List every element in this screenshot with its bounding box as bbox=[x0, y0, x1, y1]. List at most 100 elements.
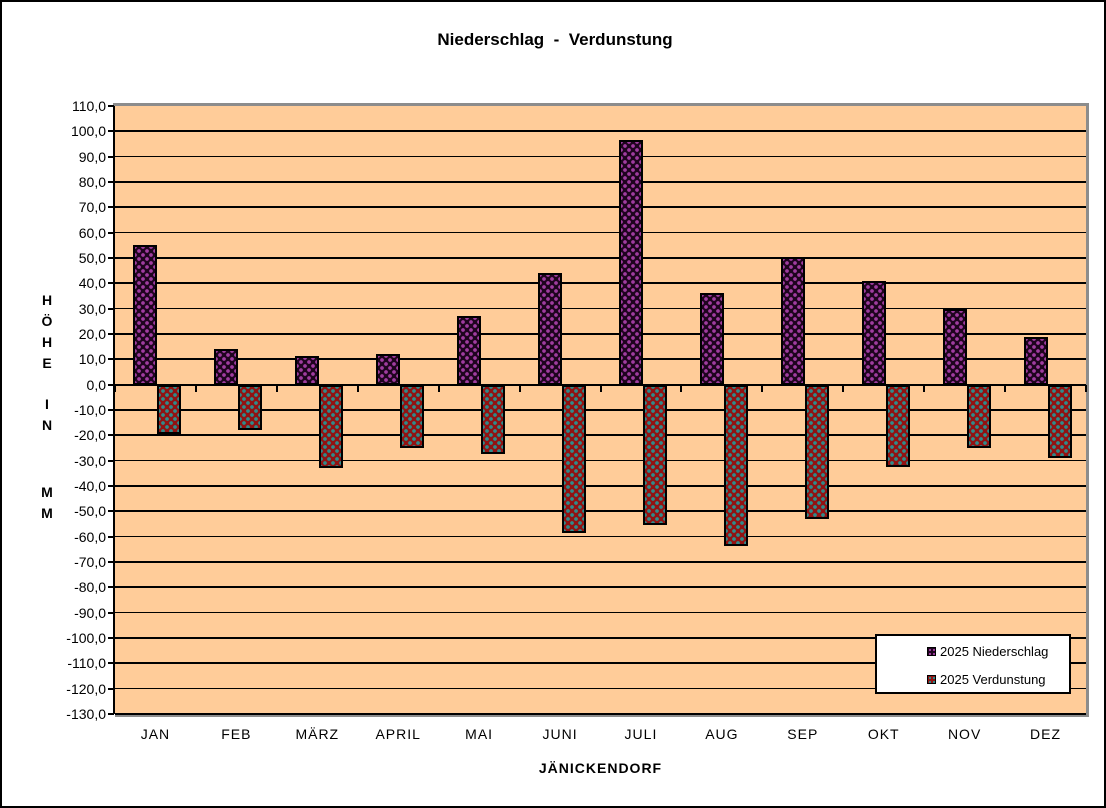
bar-verdunstung-feb bbox=[238, 384, 263, 431]
y-tick bbox=[108, 535, 114, 538]
bar-verdunstung-aug bbox=[723, 384, 748, 546]
plot-border-top bbox=[113, 103, 1089, 106]
gridline bbox=[115, 409, 1086, 411]
y-tick bbox=[108, 333, 114, 335]
y-tick bbox=[108, 231, 114, 234]
y-tick-label: -30,0 bbox=[74, 452, 106, 469]
gridline bbox=[115, 561, 1086, 563]
legend-label-niederschlag: 2025 Niederschlag bbox=[940, 643, 1049, 659]
gridline bbox=[115, 485, 1086, 487]
y-tick-label: 50,0 bbox=[78, 250, 106, 266]
x-tick bbox=[194, 384, 197, 392]
y-axis-line bbox=[113, 106, 115, 714]
y-tick bbox=[108, 257, 114, 259]
bar-niederschlag-mai bbox=[457, 316, 482, 385]
y-tick bbox=[108, 459, 114, 462]
y-tick bbox=[108, 282, 114, 285]
bar-verdunstung-sep bbox=[804, 384, 829, 519]
gridline bbox=[115, 307, 1086, 310]
y-tick-label: -10,0 bbox=[74, 402, 106, 418]
bar-niederschlag-juni bbox=[538, 273, 563, 385]
gridline bbox=[115, 535, 1086, 538]
y-tick bbox=[108, 105, 114, 107]
y-tick-label: 30,0 bbox=[78, 300, 106, 317]
x-tick bbox=[1004, 384, 1007, 392]
bar-niederschlag-aug bbox=[699, 293, 724, 385]
y-tick bbox=[108, 713, 114, 715]
bar-niederschlag-nov bbox=[942, 308, 967, 385]
y-tick bbox=[108, 561, 114, 563]
gridline bbox=[115, 206, 1086, 208]
y-tick bbox=[108, 485, 114, 487]
legend-marker-niederschlag-icon bbox=[927, 646, 936, 656]
gridline bbox=[115, 586, 1086, 588]
y-tick bbox=[108, 206, 114, 209]
bar-verdunstung-juli bbox=[642, 384, 667, 526]
y-axis-title-word: I N bbox=[41, 396, 53, 433]
gridline bbox=[115, 459, 1086, 462]
y-tick-label: 10,0 bbox=[78, 351, 106, 368]
y-tick bbox=[108, 181, 114, 183]
y-tick bbox=[108, 687, 114, 690]
x-axis-label-dez: DEZ bbox=[1030, 726, 1062, 742]
gridline bbox=[115, 181, 1086, 183]
x-axis-title: JÄNICKENDORF bbox=[538, 760, 663, 776]
bar-niederschlag-april bbox=[376, 354, 401, 385]
y-tick bbox=[108, 130, 114, 133]
gridline bbox=[115, 713, 1086, 715]
bar-niederschlag-okt bbox=[861, 280, 886, 385]
bar-verdunstung-mai bbox=[481, 384, 506, 455]
x-tick bbox=[842, 384, 845, 392]
y-tick-label: -70,0 bbox=[74, 554, 106, 570]
y-tick bbox=[108, 358, 114, 361]
bar-niederschlag-jan bbox=[133, 245, 158, 385]
x-tick bbox=[275, 384, 278, 392]
gridline bbox=[115, 510, 1086, 512]
gridline bbox=[115, 333, 1086, 335]
y-tick-label: -120,0 bbox=[66, 680, 106, 697]
y-tick-label: 0,0 bbox=[86, 376, 106, 393]
x-axis-label-jan: JAN bbox=[140, 726, 171, 742]
y-tick bbox=[108, 307, 114, 310]
bar-verdunstung-märz bbox=[319, 384, 344, 469]
bar-verdunstung-jan bbox=[157, 384, 182, 435]
y-tick-label: -50,0 bbox=[74, 503, 106, 520]
legend-marker-verdunstung-icon bbox=[927, 674, 936, 684]
plot-border-bottom bbox=[115, 714, 1089, 717]
bar-niederschlag-sep bbox=[780, 256, 805, 385]
x-axis-label-märz: MÄRZ bbox=[295, 726, 340, 742]
gridline bbox=[115, 358, 1086, 360]
gridline bbox=[115, 130, 1086, 132]
x-tick bbox=[761, 384, 764, 392]
x-tick bbox=[114, 384, 116, 392]
x-tick bbox=[923, 384, 926, 392]
bar-verdunstung-april bbox=[400, 384, 425, 448]
bar-verdunstung-okt bbox=[885, 384, 910, 467]
plot-border-right bbox=[1086, 103, 1089, 717]
gridline bbox=[115, 611, 1086, 614]
x-tick bbox=[680, 384, 683, 392]
y-tick bbox=[108, 586, 114, 589]
y-tick-label: -40,0 bbox=[74, 478, 106, 494]
gridline bbox=[115, 155, 1086, 158]
bar-niederschlag-dez bbox=[1023, 336, 1048, 385]
x-tick bbox=[1085, 384, 1087, 392]
bar-niederschlag-juli bbox=[618, 140, 643, 385]
y-tick-label: 40,0 bbox=[78, 275, 106, 292]
y-tick-label: 70,0 bbox=[78, 199, 106, 216]
y-tick-label: 90,0 bbox=[78, 148, 106, 165]
y-tick-label: -130,0 bbox=[66, 706, 106, 722]
gridline bbox=[115, 637, 1086, 639]
y-tick-label: -90,0 bbox=[74, 604, 106, 621]
x-axis-label-juli: JULI bbox=[624, 726, 658, 742]
gridline bbox=[115, 434, 1086, 436]
y-tick-label: -20,0 bbox=[74, 427, 106, 444]
y-tick-label: -100,0 bbox=[66, 630, 106, 646]
x-axis-label-sep: SEP bbox=[787, 726, 819, 742]
x-axis-label-nov: NOV bbox=[947, 726, 982, 742]
y-tick bbox=[108, 409, 114, 411]
x-tick bbox=[599, 384, 602, 392]
y-tick bbox=[108, 662, 114, 665]
y-tick bbox=[108, 383, 114, 386]
